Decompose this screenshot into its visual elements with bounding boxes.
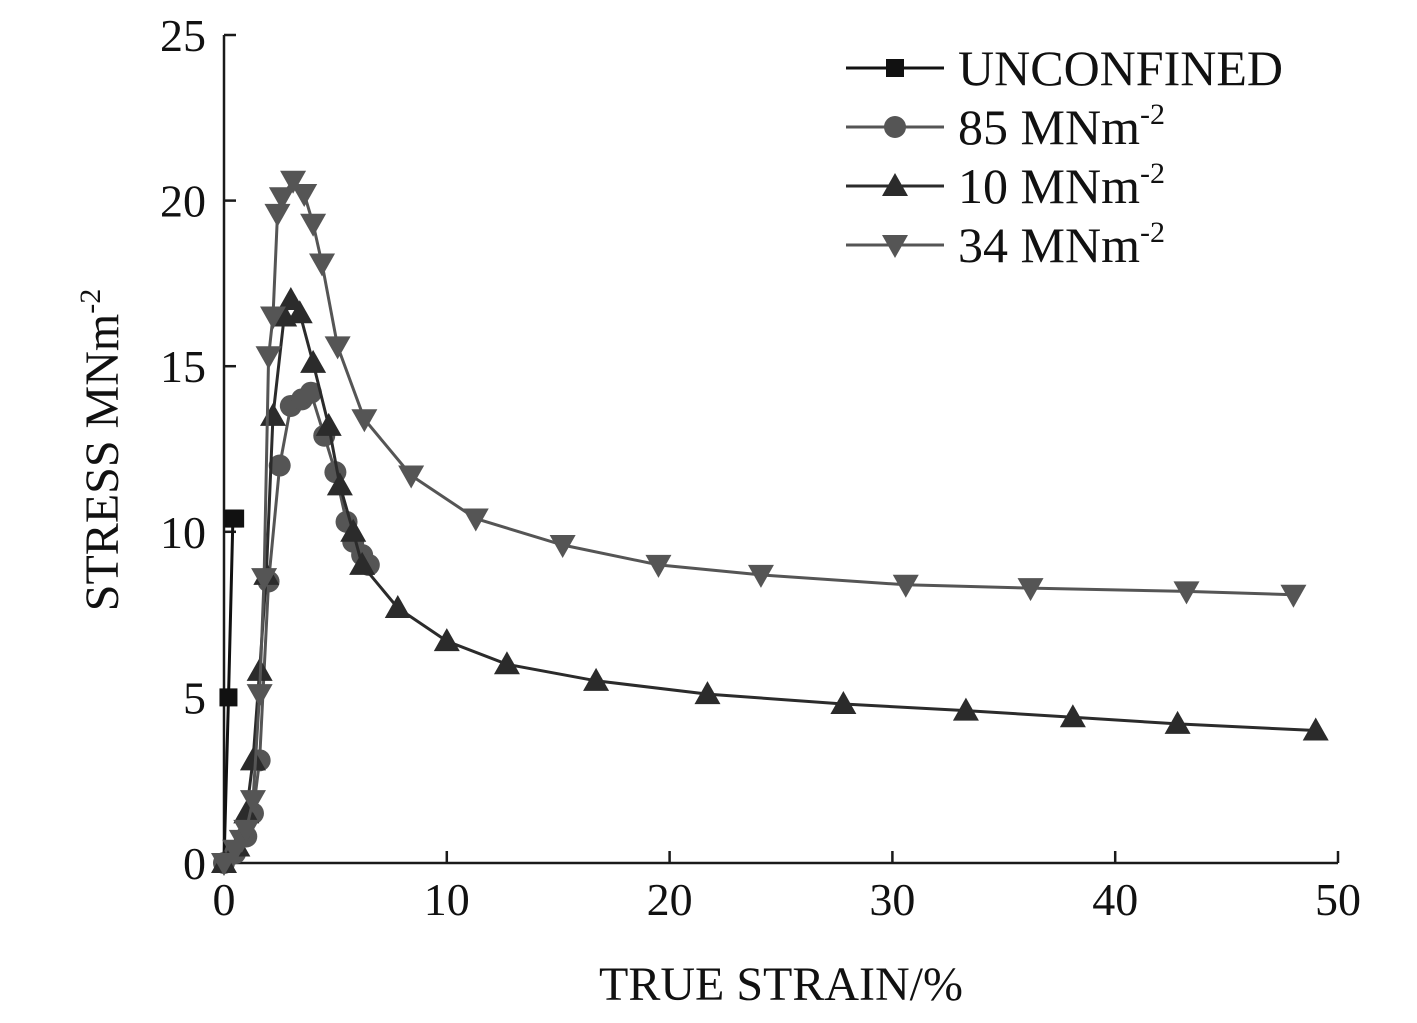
data-point — [299, 381, 322, 404]
legend-label-sup: -2 — [1140, 98, 1165, 131]
legend-marker — [882, 235, 908, 258]
legend-label-sup: -2 — [1140, 157, 1165, 190]
legend-item: 34 MNm-2 — [846, 216, 1165, 273]
data-point — [1059, 704, 1086, 728]
data-point — [286, 300, 313, 324]
data-point — [747, 564, 774, 588]
data-point — [433, 628, 460, 652]
x-tick-label: 40 — [1092, 874, 1138, 925]
data-point — [264, 203, 291, 227]
legend-item: 85 MNm-2 — [846, 98, 1165, 155]
y-tick-label: 20 — [160, 176, 206, 227]
data-point — [645, 554, 672, 578]
axes — [222, 35, 1338, 865]
data-point — [300, 349, 327, 373]
legend-label-main: 10 MNm — [958, 158, 1140, 214]
legend-label: UNCONFINED — [958, 40, 1283, 96]
data-point — [1164, 710, 1191, 734]
data-point — [211, 853, 237, 876]
data-point — [493, 651, 520, 675]
legend-label: 10 MNm-2 — [958, 157, 1165, 214]
legend-marker — [884, 116, 906, 138]
y-tick-label: 25 — [160, 10, 206, 61]
data-point — [340, 518, 367, 542]
data-point — [1173, 581, 1200, 605]
legend-marker — [886, 59, 904, 77]
data-point — [324, 336, 351, 360]
data-point — [1280, 584, 1307, 608]
data-point — [398, 465, 425, 489]
ticks: 0 10 20 30 40 50 0 5 10 15 20 25 — [160, 10, 1361, 925]
data-point — [583, 667, 610, 691]
data-point — [239, 747, 266, 771]
legend-label-sup: -2 — [1140, 216, 1165, 249]
data-point — [219, 688, 238, 707]
legend-label-main: UNCONFINED — [958, 40, 1283, 96]
data-point — [277, 286, 304, 310]
data-point — [268, 187, 295, 211]
data-point — [351, 409, 378, 433]
x-tick-label: 50 — [1315, 874, 1361, 925]
x-axis-title: TRUE STRAIN/% — [599, 958, 963, 1011]
y-axis-title-sup: -2 — [74, 289, 107, 314]
legend-marker — [882, 173, 908, 196]
series-line — [222, 178, 1294, 864]
x-tick-label: 0 — [213, 874, 236, 925]
data-point — [260, 306, 287, 330]
y-axis-title: STRESS MNm-2 — [74, 289, 129, 611]
data-point — [462, 508, 489, 532]
data-point — [291, 183, 318, 207]
data-point — [309, 253, 336, 277]
data-point — [349, 551, 376, 575]
legend-label-main: 85 MNm — [958, 99, 1140, 155]
data-point — [239, 790, 266, 814]
data-point — [315, 412, 342, 436]
series-85-mnm — [213, 381, 380, 874]
x-tick-label: 10 — [424, 874, 470, 925]
data-point — [830, 691, 857, 715]
data-point — [233, 800, 260, 824]
data-point — [246, 684, 273, 708]
series-34-mnm — [211, 170, 1307, 876]
legend-label: 85 MNm-2 — [958, 98, 1165, 155]
series-layer — [211, 170, 1329, 876]
y-tick-label: 5 — [183, 672, 206, 723]
data-point — [268, 454, 291, 477]
y-tick-label: 0 — [183, 838, 206, 889]
legend-item: 10 MNm-2 — [846, 157, 1165, 214]
data-point — [1302, 717, 1329, 741]
series-line — [222, 296, 1316, 864]
y-tick-label: 15 — [160, 341, 206, 392]
legend-item: UNCONFINED — [846, 40, 1283, 96]
data-point — [892, 574, 919, 598]
data-point — [694, 681, 721, 705]
data-point — [255, 346, 282, 370]
data-point — [549, 535, 576, 559]
data-point — [952, 697, 979, 721]
data-point — [384, 594, 411, 618]
x-tick-label: 30 — [869, 874, 915, 925]
data-point — [326, 472, 353, 496]
data-point — [251, 568, 278, 592]
data-point — [233, 819, 260, 843]
data-point — [226, 509, 245, 528]
x-tick-label: 20 — [647, 874, 693, 925]
legend-label-main: 34 MNm — [958, 217, 1140, 273]
data-point — [300, 213, 327, 237]
data-point — [1017, 578, 1044, 602]
legend-label: 34 MNm-2 — [958, 216, 1165, 273]
y-axis-title-main: STRESS MNm — [76, 314, 129, 611]
series-10-mnm — [211, 286, 1329, 873]
y-tick-label: 10 — [160, 507, 206, 558]
data-point — [280, 170, 307, 194]
